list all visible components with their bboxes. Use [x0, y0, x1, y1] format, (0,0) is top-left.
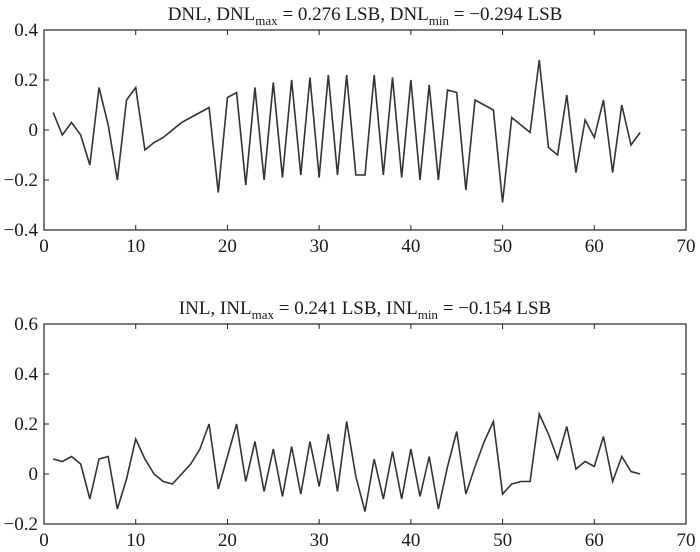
- dnl-y-tick-label: 0: [29, 120, 39, 141]
- inl-x-tick-label: 10: [126, 530, 145, 551]
- inl-chart-title: INL, INLmax = 0.241 LSB, INLmin = −0.154…: [179, 298, 551, 322]
- dnl-x-tick-label: 70: [677, 236, 696, 257]
- inl-title-part: min: [418, 307, 439, 322]
- dnl-title-part: = −0.294 LSB: [449, 4, 562, 25]
- inl-plot-frame: [43, 323, 687, 525]
- dnl-y-tick-label: −0.4: [4, 220, 39, 241]
- inl-series-line: [52, 411, 641, 512]
- inl-x-tick-label: 30: [310, 530, 329, 551]
- dnl-title-part: DNL, DNL: [168, 4, 256, 25]
- inl-title-part: = 0.241 LSB, INL: [274, 298, 418, 319]
- dnl-y-tick-label: 0.4: [14, 20, 38, 41]
- inl-y-tick-label: 0.6: [14, 314, 38, 335]
- dnl-x-tick-label: 40: [401, 236, 420, 257]
- dnl-title-part: max: [255, 13, 278, 28]
- inl-x-tick-label: 0: [39, 530, 49, 551]
- inl-x-tick-label: 70: [677, 530, 696, 551]
- inl-y-tick-label: 0.2: [14, 414, 38, 435]
- dnl-x-tick-label: 50: [493, 236, 512, 257]
- dnl-series-line: [52, 59, 641, 203]
- inl-x-tick-label: 60: [585, 530, 604, 551]
- dnl-x-tick-label: 0: [39, 236, 49, 257]
- dnl-y-tick-label: −0.2: [4, 170, 38, 191]
- inl-panel: INL, INLmax = 0.241 LSB, INLmin = −0.154…: [4, 298, 696, 551]
- dnl-title-part: = 0.276 LSB, DNL: [278, 4, 429, 25]
- dnl-x-tick-label: 10: [126, 236, 145, 257]
- inl-y-tick-label: 0: [29, 464, 39, 485]
- inl-y-tick-label: 0.4: [14, 364, 38, 385]
- inl-y-tick-label: −0.2: [4, 514, 38, 535]
- inl-x-tick-label: 50: [493, 530, 512, 551]
- inl-title-part: max: [252, 307, 275, 322]
- inl-title-part: = −0.154 LSB: [438, 298, 551, 319]
- dnl-x-tick-label: 30: [310, 236, 329, 257]
- inl-title-part: INL, INL: [179, 298, 252, 319]
- dnl-y-tick-label: 0.2: [14, 70, 38, 91]
- inl-x-tick-label: 40: [401, 530, 420, 551]
- dnl-panel: DNL, DNLmax = 0.276 LSB, DNLmin = −0.294…: [4, 4, 696, 257]
- dnl-x-tick-label: 60: [585, 236, 604, 257]
- inl-x-tick-label: 20: [218, 530, 237, 551]
- dnl-x-tick-label: 20: [218, 236, 237, 257]
- dnl-chart-title: DNL, DNLmax = 0.276 LSB, DNLmin = −0.294…: [168, 4, 563, 28]
- dnl-title-part: min: [429, 13, 450, 28]
